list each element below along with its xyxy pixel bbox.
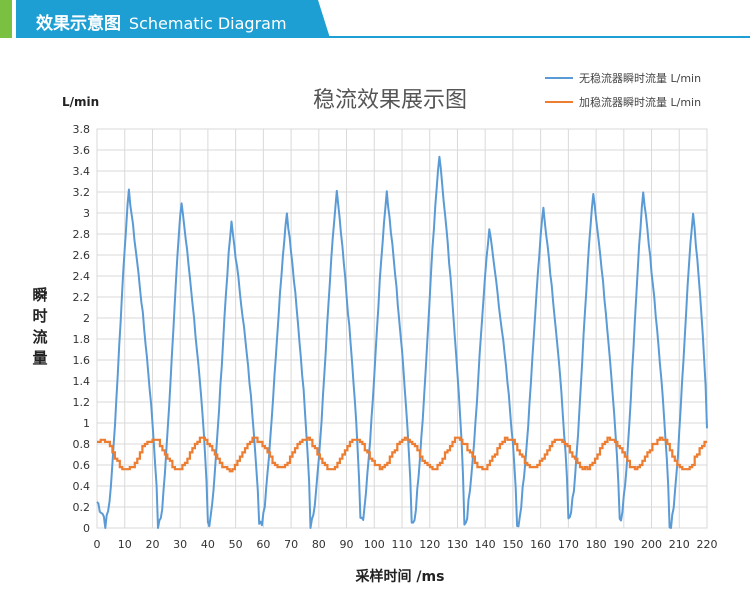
x-tick-label: 190: [613, 538, 634, 551]
legend-label-series-2: 加稳流器瞬时流量 L/min: [579, 96, 702, 109]
y-tick-label: 1.6: [73, 354, 91, 367]
x-tick-label: 80: [312, 538, 326, 551]
x-tick-label: 90: [340, 538, 354, 551]
y-tick-label: 0.6: [73, 459, 91, 472]
x-tick-label: 50: [229, 538, 243, 551]
x-tick-label: 30: [173, 538, 187, 551]
legend-swatch-orange: [545, 101, 573, 103]
legend-item-series-2: 加稳流器瞬时流量 L/min: [545, 90, 701, 114]
y-tick-label: 2: [83, 312, 90, 325]
y-tick-label: 1.2: [73, 396, 91, 409]
x-tick-label: 170: [558, 538, 579, 551]
x-tick-label: 160: [530, 538, 551, 551]
section-header: 效果示意图 Schematic Diagram: [0, 0, 750, 40]
x-axis-title: 采样时间 /ms: [355, 569, 445, 585]
legend-item-series-1: 无稳流器瞬时流量 L/min: [545, 66, 701, 90]
x-tick-label: 180: [586, 538, 607, 551]
series-line-without-stabilizer: [96, 155, 708, 529]
y-tick-label: 3.2: [73, 186, 91, 199]
header-title: 效果示意图 Schematic Diagram: [36, 9, 287, 34]
header-title-en: Schematic Diagram: [128, 14, 287, 33]
y-tick-label: 0.4: [73, 480, 91, 493]
x-tick-label: 0: [94, 538, 101, 551]
header-title-cn: 效果示意图: [36, 14, 121, 34]
legend-swatch-blue: [545, 77, 573, 79]
x-tick-label: 20: [145, 538, 159, 551]
legend-label-series-1: 无稳流器瞬时流量 L/min: [579, 72, 702, 85]
y-tick-label: 2.8: [73, 228, 91, 241]
y-tick-label: 2.2: [73, 291, 91, 304]
y-tick-label: 0.8: [73, 438, 91, 451]
y-tick-label: 2.4: [73, 270, 91, 283]
y-tick-label: 1.8: [73, 333, 91, 346]
x-tick-label: 150: [502, 538, 523, 551]
x-tick-label: 140: [475, 538, 496, 551]
y-tick-label: 3.4: [73, 165, 91, 178]
y-tick-label: 0: [83, 522, 90, 535]
x-tick-label: 70: [284, 538, 298, 551]
x-tick-label: 40: [201, 538, 215, 551]
x-tick-label: 60: [256, 538, 270, 551]
x-tick-label: 110: [392, 538, 413, 551]
x-tick-label: 220: [697, 538, 718, 551]
chart-title: 稳流效果展示图: [312, 88, 467, 113]
x-tick-label: 100: [364, 538, 385, 551]
y-tick-label: 3.6: [73, 144, 91, 157]
x-tick-label: 10: [118, 538, 132, 551]
y-tick-label: 2.6: [73, 249, 91, 262]
header-banner: [0, 0, 750, 40]
y-tick-label: 1.4: [73, 375, 91, 388]
x-tick-label: 130: [447, 538, 468, 551]
series-line-with-stabilizer: [97, 436, 707, 473]
x-tick-label: 210: [669, 538, 690, 551]
y-tick-label: 1: [83, 417, 90, 430]
y-tick-label: 3.8: [73, 123, 91, 136]
y-axis-unit: L/min: [62, 95, 100, 109]
legend: 无稳流器瞬时流量 L/min 加稳流器瞬时流量 L/min: [545, 66, 701, 114]
x-tick-label: 120: [419, 538, 440, 551]
y-tick-label: 0.2: [73, 501, 91, 514]
y-axis-title: 瞬时流量: [32, 286, 48, 367]
y-tick-label: 3: [83, 207, 90, 220]
x-tick-label: 200: [641, 538, 662, 551]
